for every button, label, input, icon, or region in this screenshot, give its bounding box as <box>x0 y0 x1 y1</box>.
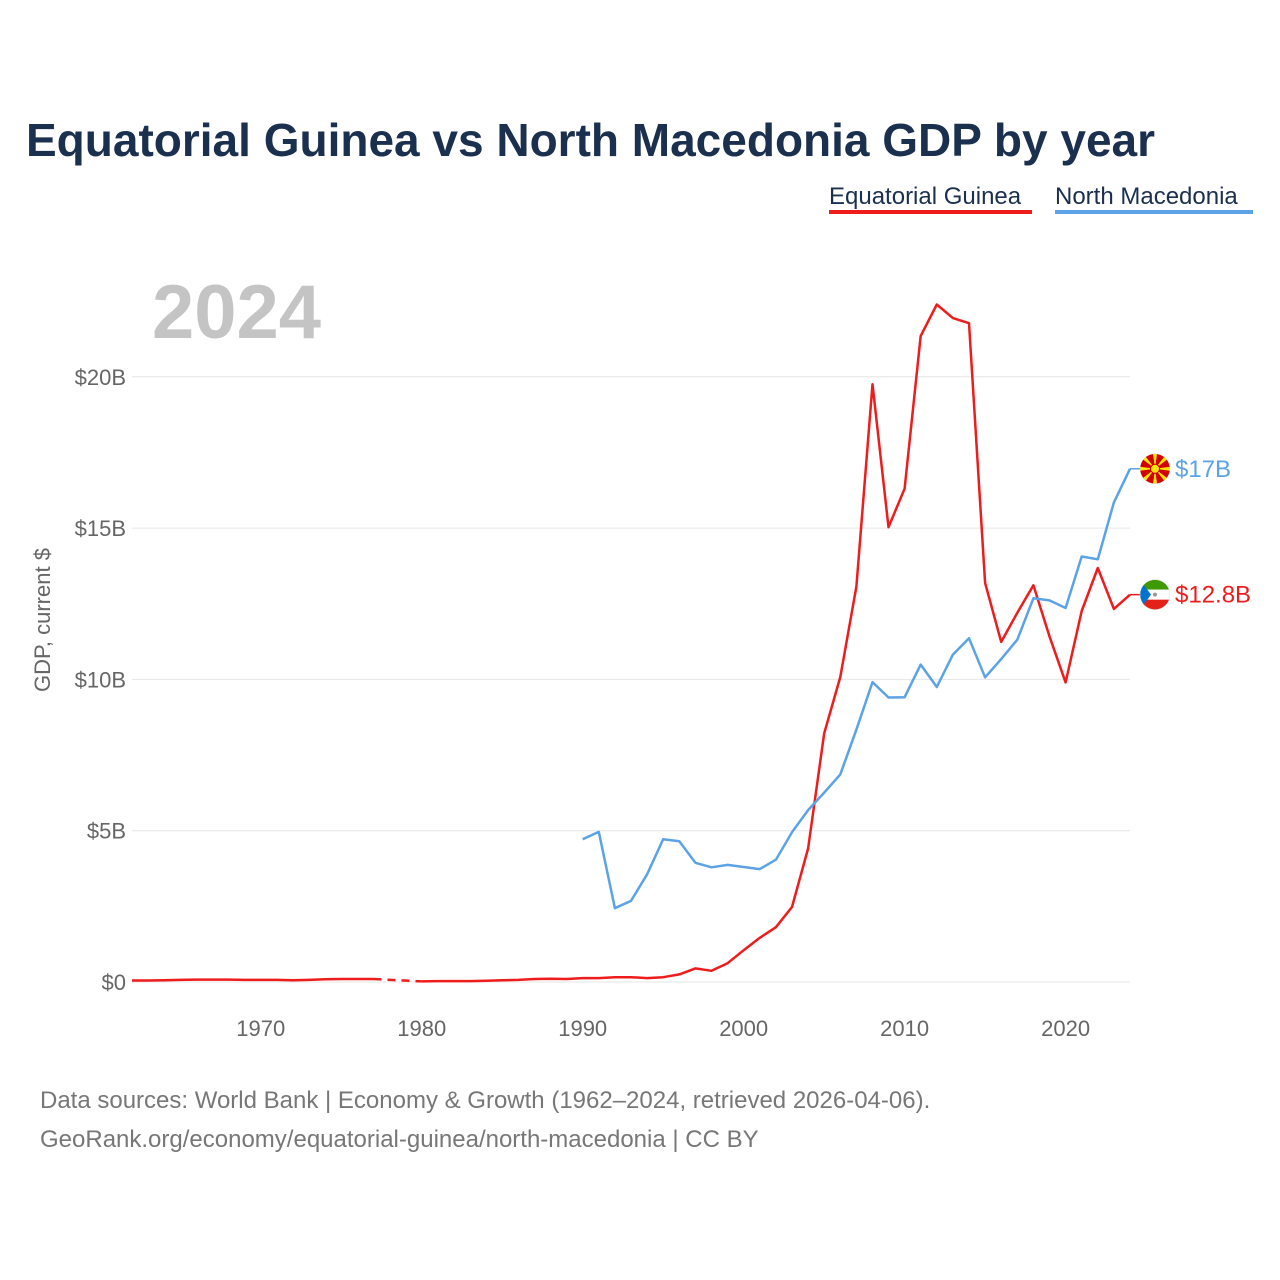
year-watermark: 2024 <box>152 270 321 355</box>
legend-north-macedonia[interactable]: North Macedonia <box>1055 183 1238 210</box>
y-tick-label: $0 <box>102 970 126 995</box>
series-layer <box>132 303 1132 983</box>
series-north-macedonia <box>582 468 1132 910</box>
series-equatorial-guinea <box>132 303 1131 983</box>
x-tick-label: 2000 <box>719 1016 768 1041</box>
legend-equatorial-guinea[interactable]: Equatorial Guinea <box>829 183 1022 210</box>
x-tick-label: 1970 <box>236 1016 285 1041</box>
end-value-label-equatorial-guinea: $12.8B <box>1175 582 1251 609</box>
y-axis-label: GDP, current $ <box>30 548 55 692</box>
series-gap-equatorial-guinea <box>373 977 422 983</box>
source-line-2[interactable]: GeoRank.org/economy/equatorial-guinea/no… <box>40 1126 759 1153</box>
x-tick-label: 1990 <box>558 1016 607 1041</box>
x-tick-label: 2010 <box>880 1016 929 1041</box>
y-axis: $0 $5B $10B $15B $20B <box>75 365 1130 995</box>
x-tick-label: 2020 <box>1041 1016 1090 1041</box>
end-markers: $12.8B $17B <box>1130 453 1251 610</box>
series-line-equatorial-guinea <box>421 303 1131 983</box>
y-tick-label: $10B <box>75 667 126 692</box>
equatorial-guinea-flag-icon <box>1139 579 1171 610</box>
y-tick-label: $15B <box>75 516 126 541</box>
x-tick-label: 1980 <box>397 1016 446 1041</box>
x-axis: 1970 1980 1990 2000 2010 2020 <box>236 1016 1090 1041</box>
y-tick-label: $20B <box>75 365 126 390</box>
source-line-1: Data sources: World Bank | Economy & Gro… <box>40 1087 930 1114</box>
series-line-equatorial-guinea <box>132 977 374 982</box>
legend: Equatorial Guinea North Macedonia <box>829 183 1253 214</box>
series-line-north-macedonia <box>582 468 1132 910</box>
chart-title: Equatorial Guinea vs North Macedonia GDP… <box>26 114 1155 166</box>
end-value-label-north-macedonia: $17B <box>1175 456 1231 483</box>
y-tick-label: $5B <box>87 819 126 844</box>
